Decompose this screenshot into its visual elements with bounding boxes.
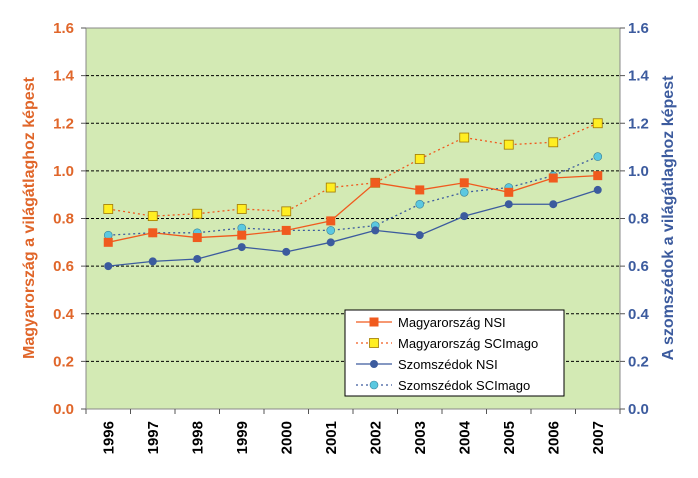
legend-entry: Szomszédok NSI	[356, 357, 498, 372]
legend: Magyarország NSI Magyarország SCImago Szom…	[344, 309, 565, 397]
data-point	[415, 231, 424, 240]
left-axis-ticks: 0.0 0.2 0.4 0.6 0.8 1.0 1.2 1.4 1.6	[53, 20, 86, 418]
legend-marker	[369, 380, 379, 390]
data-point	[415, 185, 425, 195]
data-point	[325, 182, 336, 193]
data-point	[326, 226, 336, 235]
data-point	[148, 228, 158, 238]
data-point	[193, 254, 202, 263]
x-tick-label: 2002	[367, 421, 384, 454]
series-line	[108, 174, 598, 243]
x-tick-label: 2007	[590, 421, 607, 454]
left-tick-label: 0.4	[53, 306, 75, 323]
x-tick-label: 2003	[412, 421, 429, 454]
data-point	[281, 225, 291, 235]
left-tick-label: 0.0	[53, 401, 74, 418]
right-tick-label: 1.2	[628, 115, 649, 132]
x-axis-ticks: 1996 1997 1998 1999 2000 2001 2002 2003 2004 2005…	[85, 409, 621, 454]
series-layer	[103, 118, 603, 271]
data-point	[148, 257, 157, 266]
x-tick-label: 2001	[323, 421, 340, 454]
series-magyarország-scimago	[103, 118, 603, 222]
legend-label: Szomszédok SCImago	[398, 378, 530, 393]
left-tick-label: 1.2	[53, 115, 74, 132]
data-point	[593, 171, 603, 181]
data-point	[504, 200, 513, 209]
data-point	[459, 132, 470, 143]
right-tick-label: 1.0	[628, 163, 649, 180]
data-point	[237, 243, 246, 252]
data-point	[548, 137, 559, 148]
left-tick-label: 0.6	[53, 258, 74, 275]
legend-entries: Magyarország NSI Magyarország SCImago Szom…	[356, 315, 538, 393]
data-point	[459, 188, 469, 197]
data-point	[548, 173, 558, 183]
data-point	[371, 226, 380, 235]
series-magyarország-nsi	[103, 171, 603, 247]
right-tick-label: 1.6	[628, 20, 649, 37]
x-tick-label: 2005	[501, 421, 518, 454]
right-tick-label: 0.4	[628, 306, 650, 323]
data-point	[282, 247, 291, 256]
data-point	[415, 199, 425, 209]
right-tick-label: 0.0	[628, 401, 649, 418]
data-point	[326, 216, 336, 226]
left-tick-label: 0.2	[53, 353, 74, 370]
left-tick-label: 1.0	[53, 163, 74, 180]
data-point	[370, 178, 380, 188]
right-tick-label: 0.8	[628, 211, 649, 228]
legend-box	[344, 309, 565, 397]
left-axis-title: Magyarország a világátlaghoz képest	[21, 76, 38, 359]
x-tick-label: 1999	[234, 421, 251, 454]
data-point	[326, 238, 335, 247]
right-tick-label: 0.6	[628, 258, 649, 275]
legend-label: Szomszédok NSI	[398, 357, 498, 372]
legend-label: Magyarország SCImago	[398, 336, 538, 351]
data-point	[237, 230, 247, 240]
series-line	[108, 155, 599, 236]
data-point	[103, 204, 114, 214]
right-tick-label: 0.2	[628, 353, 649, 370]
right-tick-label: 1.4	[628, 68, 650, 85]
x-tick-label: 2006	[545, 421, 562, 454]
data-point	[236, 204, 247, 214]
x-tick-label: 1998	[189, 421, 206, 454]
left-tick-label: 0.8	[53, 211, 74, 228]
legend-entry: Szomszédok SCImago	[356, 378, 530, 393]
legend-marker	[369, 338, 379, 348]
data-point	[147, 211, 158, 222]
left-tick-label: 1.6	[53, 20, 74, 37]
legend-entry: Magyarország NSI	[356, 315, 506, 330]
right-axis-ticks: 0.0 0.2 0.4 0.6 0.8 1.0 1.2 1.4 1.6	[620, 20, 650, 418]
left-tick-label: 1.4	[53, 68, 75, 85]
legend-entry: Magyarország SCImago	[356, 336, 538, 351]
data-point	[592, 118, 603, 129]
legend-label: Magyarország NSI	[398, 315, 506, 330]
data-point	[593, 152, 603, 161]
legend-marker	[369, 317, 379, 327]
data-point	[504, 187, 514, 197]
series-szomszédok-nsi	[104, 185, 602, 271]
data-point	[414, 154, 425, 164]
series-line	[108, 122, 599, 217]
data-point	[503, 139, 514, 150]
series-line	[108, 189, 598, 267]
data-point	[459, 178, 469, 188]
x-tick-label: 2000	[278, 421, 295, 454]
data-point	[192, 208, 203, 219]
data-point	[460, 212, 469, 221]
right-axis-title: A szomszédok a világátlaghoz képest	[660, 75, 677, 361]
data-point	[103, 237, 113, 247]
data-point	[104, 262, 113, 271]
x-tick-label: 2004	[456, 420, 473, 454]
x-tick-label: 1996	[100, 421, 117, 454]
data-point	[593, 185, 602, 194]
data-point	[281, 206, 292, 217]
legend-marker	[370, 360, 378, 368]
data-point	[549, 200, 558, 209]
data-point	[192, 233, 202, 243]
x-tick-label: 1997	[145, 421, 162, 454]
